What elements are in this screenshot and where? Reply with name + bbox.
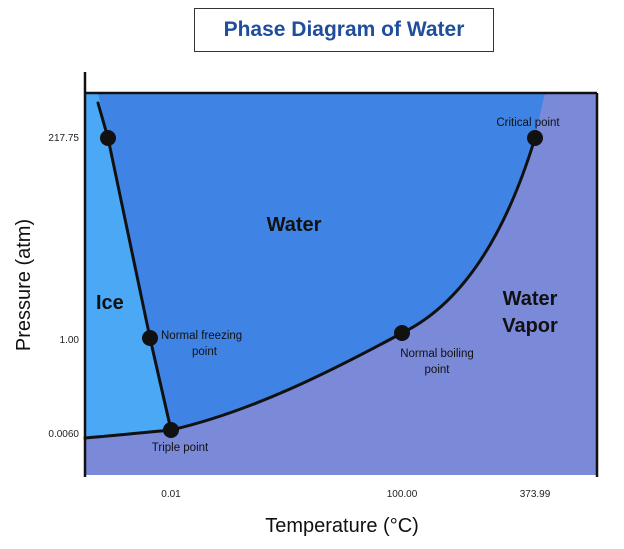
vaporization-curve — [83, 136, 537, 440]
melting-curve — [96, 101, 173, 432]
label-triple: Triple point — [152, 442, 209, 454]
y-tick-217: 217.75 — [48, 133, 79, 144]
label-critical: Critical point — [496, 117, 560, 129]
region-label-ice: Ice — [96, 292, 124, 314]
point-normal-boiling — [394, 325, 410, 341]
chart-title-box: Phase Diagram of Water — [194, 8, 494, 52]
region-label-vapor-2: Vapor — [502, 315, 558, 337]
y-axis-label: Pressure (atm) — [13, 219, 35, 351]
point-critical-ice-end — [100, 130, 116, 146]
x-tick-001: 0.01 — [161, 489, 181, 500]
y-tick-0006: 0.0060 — [48, 429, 79, 440]
y-tick-1: 1.00 — [60, 335, 80, 346]
chart-title: Phase Diagram of Water — [223, 18, 465, 41]
point-critical — [527, 130, 543, 146]
x-tick-100: 100.00 — [387, 489, 418, 500]
point-triple — [163, 422, 179, 438]
label-boiling-2: point — [425, 364, 451, 376]
label-boiling-1: Normal boiling — [400, 348, 474, 360]
x-axis-label: Temperature (°C) — [265, 515, 419, 537]
label-freezing-1: Normal freezing — [161, 330, 242, 342]
region-label-vapor-1: Water — [503, 288, 558, 310]
label-freezing-2: point — [192, 346, 218, 358]
region-water — [98, 93, 545, 430]
region-label-water: Water — [267, 214, 322, 236]
point-normal-freezing — [142, 330, 158, 346]
x-tick-373: 373.99 — [520, 489, 551, 500]
region-ice — [85, 93, 171, 438]
